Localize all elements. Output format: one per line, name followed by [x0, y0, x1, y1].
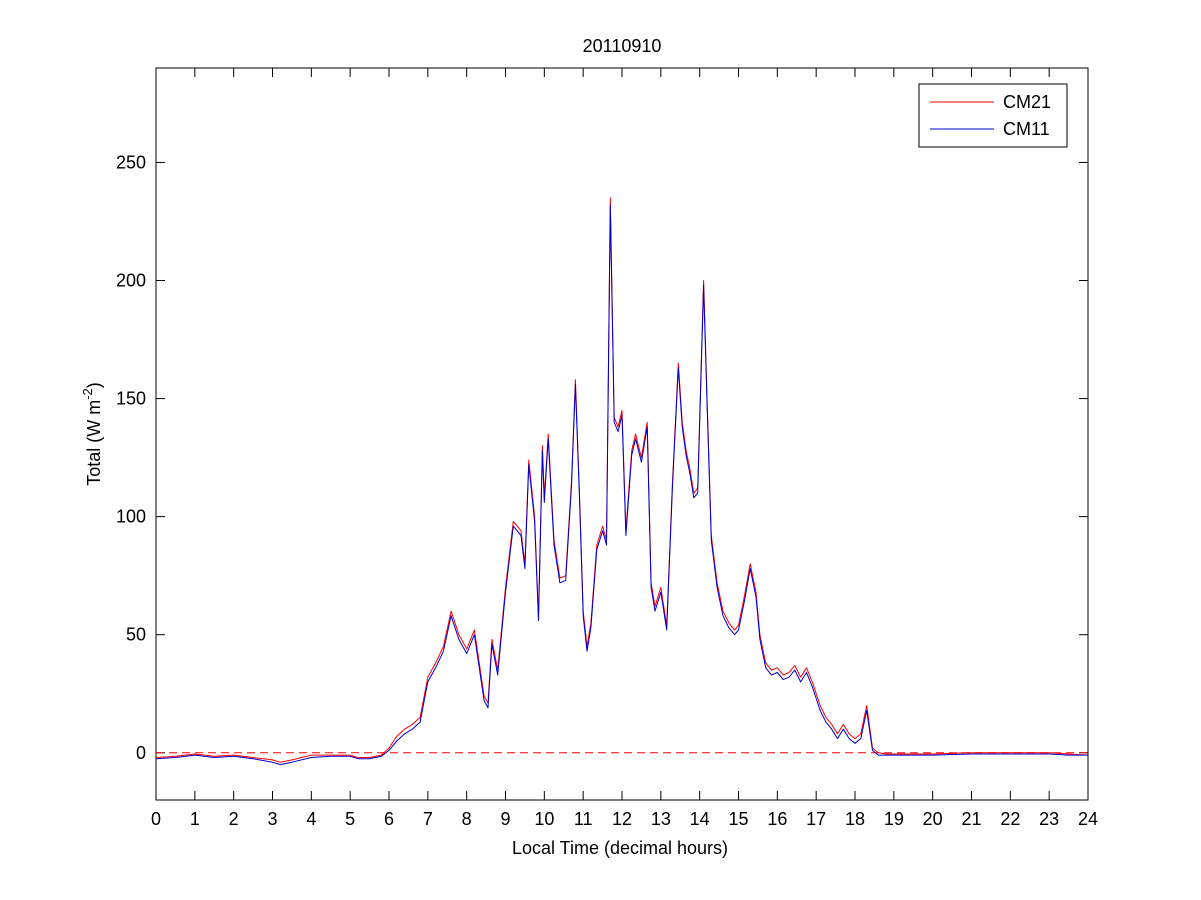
x-tick-label-1: 1 — [190, 809, 200, 829]
x-tick-label-22: 22 — [1000, 809, 1020, 829]
y-tick-label-50: 50 — [126, 625, 146, 645]
y-tick-label-150: 150 — [116, 389, 146, 409]
x-tick-label-15: 15 — [728, 809, 748, 829]
x-tick-label-21: 21 — [961, 809, 981, 829]
y-axis-ticks: 0 50 100 150 200 250 — [116, 152, 1088, 763]
x-tick-label-10: 10 — [534, 809, 554, 829]
x-tick-label-23: 23 — [1039, 809, 1059, 829]
x-tick-label-7: 7 — [423, 809, 433, 829]
series-line-cm11 — [155, 204, 1088, 766]
y-tick-label-100: 100 — [116, 507, 146, 527]
legend-label-cm11: CM11 — [1003, 119, 1050, 139]
x-tick-label-4: 4 — [306, 809, 316, 829]
chart-title: 20110910 — [583, 36, 662, 56]
x-tick-label-6: 6 — [384, 809, 394, 829]
x-axis-ticks: 0 1 2 3 4 5 6 7 8 9 10 11 12 13 14 15 16 17 18 19 20 21 22 23 24 — [151, 68, 1098, 829]
y-tick-label-0: 0 — [136, 743, 146, 763]
x-tick-label-19: 19 — [884, 809, 904, 829]
legend-box — [918, 83, 1068, 148]
x-tick-label-5: 5 — [345, 809, 355, 829]
x-tick-label-18: 18 — [845, 809, 865, 829]
legend: CM21 CM11 — [918, 83, 1068, 148]
x-tick-label-9: 9 — [500, 809, 510, 829]
x-tick-label-20: 20 — [923, 809, 943, 829]
y-tick-label-250: 250 — [116, 152, 146, 172]
y-axis-title-superscript: -2 — [80, 388, 95, 400]
x-axis-title: Local Time (decimal hours) — [512, 838, 728, 858]
y-axis-title: Total (W m-2) — [80, 382, 104, 486]
x-tick-label-24: 24 — [1078, 809, 1098, 829]
x-tick-label-8: 8 — [462, 809, 472, 829]
x-tick-label-12: 12 — [612, 809, 632, 829]
x-tick-label-11: 11 — [574, 809, 593, 829]
y-axis-title-main: Total (W m — [84, 400, 104, 486]
y-axis-title-end: ) — [84, 382, 104, 388]
plot-frame — [155, 67, 1089, 801]
y-tick-label-200: 200 — [116, 271, 146, 291]
x-tick-label-16: 16 — [767, 809, 787, 829]
x-tick-label-2: 2 — [229, 809, 239, 829]
x-tick-label-17: 17 — [806, 809, 826, 829]
x-tick-label-3: 3 — [267, 809, 277, 829]
x-tick-label-14: 14 — [690, 809, 710, 829]
legend-label-cm21: CM21 — [1003, 92, 1051, 112]
x-tick-label-0: 0 — [151, 809, 161, 829]
series-layer — [155, 197, 1089, 766]
x-tick-label-13: 13 — [651, 809, 671, 829]
